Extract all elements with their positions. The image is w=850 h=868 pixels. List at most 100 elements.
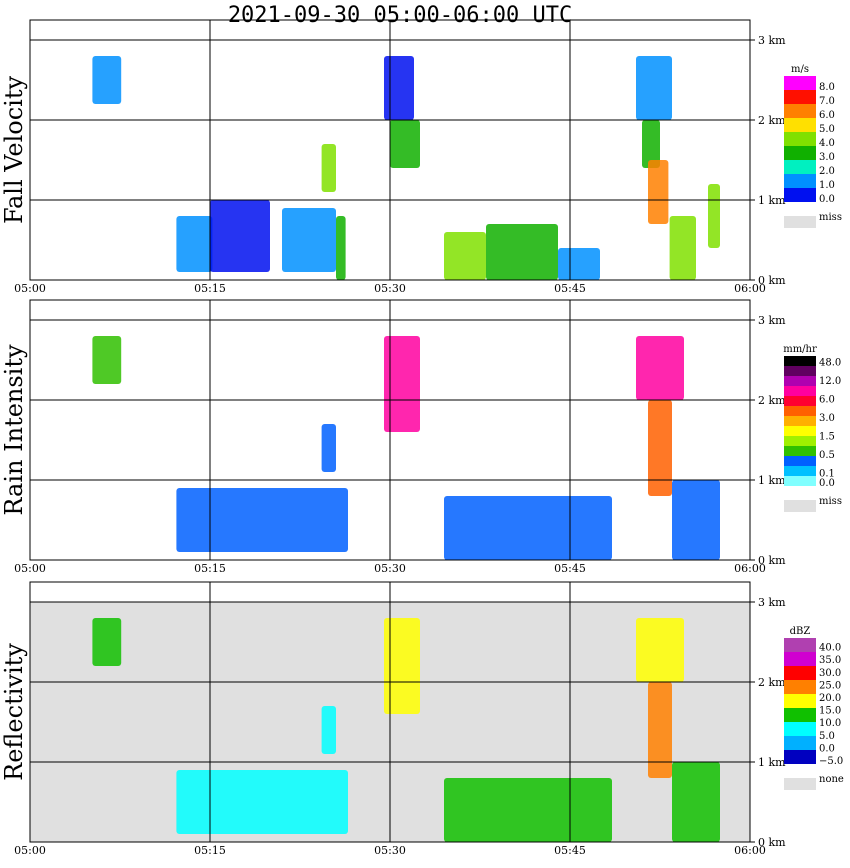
legend-label: 1.0 [819, 180, 835, 191]
legend-swatch [784, 680, 816, 694]
echo-cell [648, 160, 669, 224]
legend-swatch [784, 652, 816, 666]
legend-swatch [784, 736, 816, 750]
echo-cell [92, 618, 122, 666]
y-tick-label: 3 km [758, 314, 786, 327]
x-tick-label: 05:30 [374, 282, 406, 295]
legend-swatch [784, 750, 816, 764]
echo-cell [672, 480, 720, 560]
legend-label: 20.0 [819, 693, 841, 704]
y-tick-label: 2 km [758, 114, 786, 127]
legend-label: 3.0 [819, 413, 835, 424]
legend-swatch [784, 188, 816, 202]
legend-swatch [784, 104, 816, 118]
y-tick-label: 2 km [758, 394, 786, 407]
legend-unit: mm/hr [783, 344, 817, 355]
legend-swatch [784, 638, 816, 652]
x-tick-label: 05:00 [14, 844, 46, 857]
echo-cell [282, 208, 336, 272]
echo-cell [210, 200, 270, 272]
legend: dBZ 40.035.0 30.025.0 20.0 15.010.0 5.00.0 −5.… [784, 626, 844, 790]
legend-label: 30.0 [819, 668, 841, 679]
y-tick-label: 0 km [758, 836, 786, 849]
legend-swatch [784, 356, 816, 366]
x-tick-label: 05:00 [14, 562, 46, 575]
plot-frame [29, 19, 751, 281]
echo-cell [384, 336, 420, 432]
echo-cell [636, 618, 684, 682]
legend-label: 0.0 [819, 478, 835, 489]
legend-label: 15.0 [819, 706, 841, 717]
echo-cell [486, 224, 558, 280]
panels-group: 0 km 1 km 2 km 3 km 05:00 05:15 05:30 05:45 06:0… [0, 19, 844, 857]
echo-cell [384, 618, 420, 714]
echo-cell [648, 682, 672, 778]
echo-cell [92, 56, 122, 104]
legend-label: 10.0 [819, 718, 841, 729]
legend-label: 25.0 [819, 680, 841, 691]
x-tick-label: 05:45 [554, 282, 586, 295]
y-tick-label: 0 km [758, 274, 786, 287]
legend-swatch [784, 426, 816, 436]
echo-cell [321, 706, 336, 754]
legend-swatch [784, 118, 816, 132]
legend-missing-label: none [819, 774, 844, 785]
echo-cell [92, 336, 122, 384]
legend-label: 40.0 [819, 643, 841, 654]
echo-cell [636, 336, 684, 400]
echo-cell [636, 56, 672, 120]
legend-swatch [784, 436, 816, 446]
echo-cell [672, 762, 720, 842]
echo-cell [176, 488, 348, 552]
legend-swatch [784, 416, 816, 426]
echo-cell [384, 56, 414, 120]
legend-swatch [784, 160, 816, 174]
legend-swatch [784, 132, 816, 146]
plot-frame [29, 299, 751, 561]
legend-swatch [784, 694, 816, 708]
legend-label: 0.0 [819, 743, 835, 754]
echo-cell [390, 120, 420, 168]
legend-swatch [784, 146, 816, 160]
legend-label: 5.0 [819, 731, 835, 742]
y-tick-label: 0 km [758, 554, 786, 567]
legend-label: −5.0 [819, 756, 843, 767]
x-tick-label: 05:45 [554, 844, 586, 857]
legend-swatch [784, 174, 816, 188]
x-tick-label: 06:00 [734, 844, 766, 857]
legend-swatch [784, 376, 816, 386]
legend-swatch [784, 386, 816, 396]
legend-swatch [784, 456, 816, 466]
legend-swatch [784, 476, 816, 486]
figure-title: 2021-09-30 05:00-06:00 UTC [228, 3, 572, 28]
echo-cell [321, 424, 336, 472]
echo-cell [708, 184, 720, 248]
y-tick-label: 3 km [758, 596, 786, 609]
x-tick-label: 06:00 [734, 562, 766, 575]
panel-fall-velocity: 0 km 1 km 2 km 3 km 05:00 05:15 05:30 05:45 06:0… [0, 19, 842, 295]
echo-cell [176, 216, 213, 272]
y-axis-label: Fall Velocity [0, 76, 28, 225]
panel-rain-intensity: 0 km 1 km 2 km 3 km 05:00 05:15 05:30 05:45 06:0… [0, 299, 842, 575]
echo-cell [444, 232, 486, 280]
legend-label: 0.5 [819, 450, 835, 461]
x-tick-label: 05:45 [554, 562, 586, 575]
echo-cell [444, 496, 612, 560]
legend-label: 48.0 [819, 357, 841, 368]
legend-label: 35.0 [819, 655, 841, 666]
legend-label: 6.0 [819, 110, 835, 121]
legend-missing-label: miss [819, 496, 842, 507]
y-tick-label: 2 km [758, 676, 786, 689]
legend-label: 2.0 [819, 166, 835, 177]
legend-label: 3.0 [819, 152, 835, 163]
y-axis-label: Rain Intensity [0, 344, 28, 516]
legend-swatch [784, 396, 816, 406]
legend-missing-swatch [784, 500, 816, 512]
x-tick-label: 05:30 [374, 562, 406, 575]
y-tick-label: 1 km [758, 756, 786, 769]
legend-swatch [784, 76, 816, 90]
y-tick-label: 3 km [758, 34, 786, 47]
legend-label: 0.1 [819, 469, 835, 480]
echo-cell [176, 770, 348, 834]
y-tick-label: 1 km [758, 474, 786, 487]
